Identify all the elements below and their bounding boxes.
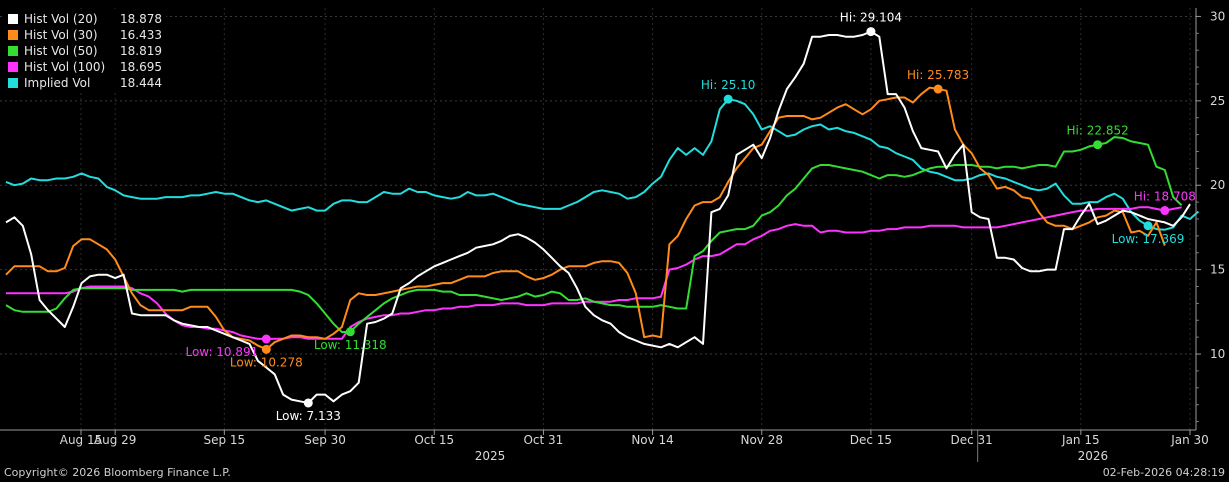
legend-series-name: Hist Vol (50) [24,44,98,58]
legend-series-name: Hist Vol (20) [24,12,98,26]
extreme-marker [1160,206,1170,216]
extreme-label: Low: 7.133 [276,409,341,423]
extreme-marker [933,84,943,94]
x-tick-label: Nov 28 [740,433,783,447]
extreme-label: Low: 10.278 [230,355,303,369]
y-tick-label: 10 [1210,347,1225,361]
extreme-label: Hi: 22.852 [1067,124,1129,138]
legend-swatch [8,62,18,72]
x-tick-label: Oct 31 [523,433,563,447]
x-tick-label: Aug 29 [94,433,137,447]
x-tick-label: Sep 30 [304,433,346,447]
year-label-2025: 2025 [475,449,506,463]
hist-vol-30-line [5,86,1166,351]
legend-item[interactable]: Hist Vol (50) 18.819 [8,43,162,59]
extreme-label: Hi: 29.104 [840,11,902,25]
legend-swatch [8,46,18,56]
annotations-group: Hi: 29.104 Low: 7.133 Hi: 25.783 Low: 10.27… [185,11,1195,423]
legend: Hist Vol (20) 18.878 Hist Vol (30) 16.43… [4,9,166,93]
extreme-marker [723,94,733,104]
legend-swatch [8,78,18,88]
legend-item[interactable]: Implied Vol 18.444 [8,75,162,91]
extreme-marker [303,398,313,408]
legend-item[interactable]: Hist Vol (100) 18.695 [8,59,162,75]
legend-item[interactable]: Hist Vol (20) 18.878 [8,11,162,27]
x-tick-label: Dec 31 [951,433,993,447]
extreme-label: Hi: 25.783 [907,68,969,82]
y-tick-label: 30 [1210,9,1225,23]
legend-series-name: Hist Vol (100) [24,60,106,74]
legend-series-name: Implied Vol [24,76,91,90]
extreme-label: Low: 11.318 [314,338,387,352]
extreme-marker [345,327,355,337]
legend-swatch [8,14,18,24]
extreme-label: Low: 10.891 [185,345,258,359]
legend-item[interactable]: Hist Vol (30) 16.433 [8,27,162,43]
grid [0,8,1196,430]
extreme-label: Hi: 18.708 [1134,190,1196,204]
legend-swatch [8,30,18,40]
x-tick-label: Oct 15 [414,433,454,447]
hist-vol-50-line [5,136,1183,334]
legend-series-value: 18.444 [120,76,162,90]
timestamp-text: 02-Feb-2026 04:28:19 [1102,466,1225,479]
extreme-label: Hi: 25.10 [701,78,756,92]
copyright-text: Copyright© 2026 Bloomberg Finance L.P. [4,466,231,479]
x-tick-label: Aug 15 [60,433,103,447]
extreme-marker [261,334,271,344]
y-tick-label: 25 [1210,94,1225,108]
year-label-2026: 2026 [1078,449,1109,463]
legend-series-value: 16.433 [120,28,162,42]
series-group [5,30,1200,404]
hist-vol-20-line [5,30,1191,404]
extreme-label: Low: 17.369 [1112,232,1185,246]
legend-series-value: 18.695 [120,60,162,74]
implied-vol-line [5,98,1200,231]
x-tick-label: Dec 15 [850,433,892,447]
x-tick-label: Jan 15 [1061,433,1100,447]
legend-series-value: 18.878 [120,12,162,26]
x-tick-label: Nov 14 [631,433,674,447]
y-tick-label: 15 [1210,263,1225,277]
x-tick-label: Jan 30 [1170,433,1209,447]
extreme-marker [261,344,271,354]
y-tick-label: 20 [1210,178,1225,192]
extreme-marker [1093,140,1103,150]
legend-series-name: Hist Vol (30) [24,28,98,42]
extreme-marker [1143,221,1153,231]
legend-series-value: 18.819 [120,44,162,58]
extreme-marker [866,27,876,37]
x-tick-label: Sep 15 [203,433,245,447]
